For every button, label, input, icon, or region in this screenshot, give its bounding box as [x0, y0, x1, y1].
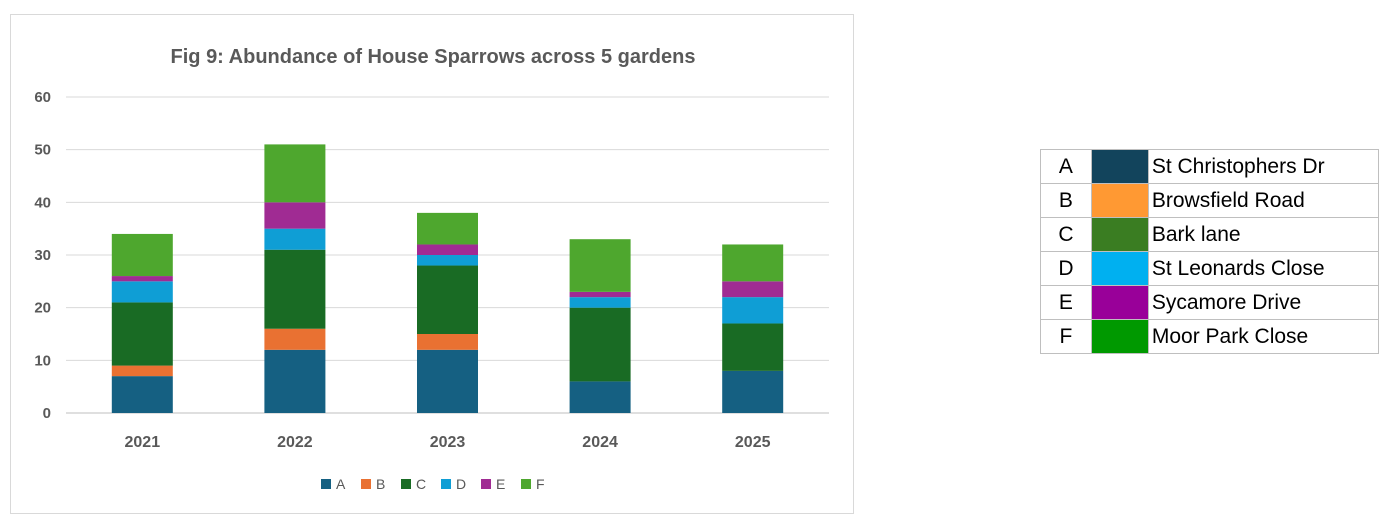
x-tick-label: 2021 — [125, 434, 161, 451]
x-tick-label: 2025 — [735, 434, 771, 451]
bar-segment-e — [111, 276, 173, 282]
key-letter: B — [1040, 183, 1092, 218]
key-color-swatch — [1090, 319, 1149, 354]
key-letter: F — [1040, 319, 1092, 354]
key-row: E Sycamore Drive — [1040, 285, 1379, 320]
key-garden-name: Bark lane — [1147, 217, 1379, 252]
legend-swatch — [521, 479, 531, 489]
bar-segment-f — [569, 239, 631, 292]
key-garden-name: Sycamore Drive — [1147, 285, 1379, 320]
key-color-swatch — [1090, 285, 1149, 320]
legend-label: E — [496, 476, 505, 492]
legend-label: F — [536, 476, 545, 492]
bar-segment-b — [264, 328, 326, 350]
key-color-swatch — [1090, 217, 1149, 252]
key-letter: D — [1040, 251, 1092, 286]
chart-title: Fig 9: Abundance of House Sparrows acros… — [171, 46, 696, 68]
bar-segment-f — [111, 233, 173, 277]
bar-segment-a — [722, 370, 784, 413]
bar-segment-e — [264, 202, 326, 229]
key-letter: E — [1040, 285, 1092, 320]
bar-segment-d — [111, 281, 173, 303]
x-tick-label: 2024 — [582, 434, 618, 451]
key-letter: C — [1040, 217, 1092, 252]
y-tick-label: 50 — [34, 142, 51, 159]
legend-label: B — [376, 476, 385, 492]
stacked-bar-chart: Fig 9: Abundance of House Sparrows acros… — [34, 46, 829, 492]
bar-segment-a — [569, 381, 631, 413]
y-axis-ticks: 0 10 20 30 40 50 60 — [34, 89, 51, 422]
bar-segment-c — [264, 249, 326, 329]
key-garden-name: St Christophers Dr — [1147, 149, 1379, 184]
bar-segment-a — [111, 376, 173, 413]
bar-segment-b — [111, 365, 173, 377]
x-tick-label: 2022 — [277, 434, 313, 451]
bar-segment-b — [417, 334, 478, 350]
legend-label: A — [336, 476, 346, 492]
bars — [111, 144, 784, 413]
bar-segment-e — [417, 244, 478, 255]
legend-label: C — [416, 476, 426, 492]
bar-segment-c — [111, 302, 173, 366]
legend-swatch — [441, 479, 451, 489]
bar-segment-e — [722, 281, 784, 298]
key-row: F Moor Park Close — [1040, 319, 1379, 354]
legend-swatch — [401, 479, 411, 489]
y-tick-label: 30 — [34, 247, 51, 264]
y-tick-label: 60 — [34, 89, 51, 106]
key-garden-name: St Leonards Close — [1147, 251, 1379, 286]
legend-swatch — [481, 479, 491, 489]
key-color-swatch — [1090, 251, 1149, 286]
bar-segment-c — [569, 307, 631, 382]
bar-segment-e — [569, 291, 631, 298]
bar-segment-d — [569, 297, 631, 308]
y-tick-label: 40 — [34, 194, 51, 211]
key-color-swatch — [1090, 149, 1149, 184]
x-axis-ticks: 2021 2022 2023 2024 2025 — [125, 434, 771, 451]
legend-swatch — [361, 479, 371, 489]
key-row: B Browsfield Road — [1040, 183, 1379, 218]
legend-label: D — [456, 476, 466, 492]
y-tick-label: 0 — [43, 405, 51, 422]
y-tick-label: 20 — [34, 300, 51, 317]
key-color-swatch — [1090, 183, 1149, 218]
bar-segment-d — [722, 297, 784, 324]
key-row: C Bark lane — [1040, 217, 1379, 252]
key-letter: A — [1040, 149, 1092, 184]
bar-segment-f — [264, 144, 326, 203]
chart-area: Fig 9: Abundance of House Sparrows acros… — [10, 14, 854, 514]
bar-segment-c — [722, 323, 784, 371]
key-row: A St Christophers Dr — [1040, 149, 1379, 184]
key-garden-name: Moor Park Close — [1147, 319, 1379, 354]
bar-segment-f — [722, 244, 784, 282]
bar-segment-f — [417, 212, 478, 245]
bar-segment-a — [417, 349, 478, 413]
garden-key-table: A St Christophers Dr B Browsfield Road C Bark… — [1040, 149, 1379, 354]
y-tick-label: 10 — [34, 352, 51, 369]
key-row: D St Leonards Close — [1040, 251, 1379, 286]
key-garden-name: Browsfield Road — [1147, 183, 1379, 218]
legend-swatch — [321, 479, 331, 489]
bar-segment-c — [417, 265, 478, 334]
bar-segment-a — [264, 349, 326, 413]
x-tick-label: 2023 — [430, 434, 466, 451]
chart-legend: A B C D E F — [321, 476, 545, 492]
bar-segment-d — [417, 255, 478, 266]
bar-segment-d — [264, 228, 326, 250]
